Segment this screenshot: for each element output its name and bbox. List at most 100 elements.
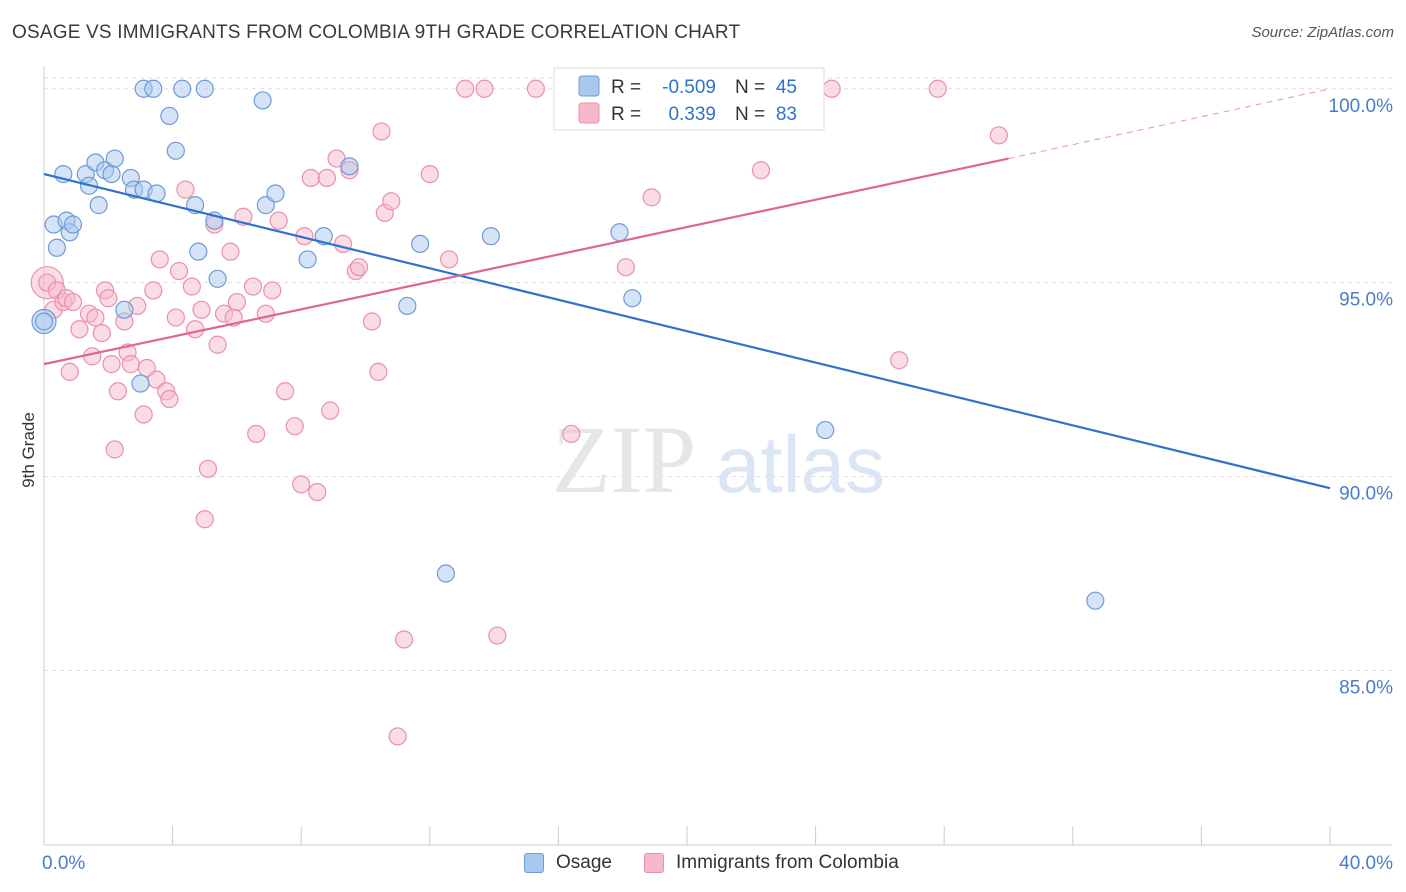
osage-point-40 [610, 223, 629, 242]
colombia-point-60 [349, 258, 369, 277]
legend-colombia-n-value: 83 [776, 104, 797, 125]
osage-point-35 [340, 157, 359, 176]
colombia-point-68 [420, 164, 439, 184]
colombia-point-34 [195, 510, 214, 529]
colombia-point-48 [276, 382, 295, 401]
colombia-point-33 [192, 300, 211, 319]
colombia-trend-extension [1008, 88, 1331, 160]
colombia-point-41 [227, 292, 246, 312]
osage-point-33 [298, 250, 317, 269]
colombia-point-45 [256, 304, 275, 323]
tick-labels: 85.0% 90.0% 95.0% 100.0% 0.0% 40.0% [42, 96, 1393, 874]
legend-osage-r-value: -0.509 [662, 77, 716, 98]
osage-point-31 [256, 196, 275, 215]
osage-point-37 [411, 234, 430, 254]
y-tick-label-2: 95.0% [1339, 290, 1393, 311]
colombia-point-49 [285, 417, 304, 436]
osage-point-42 [816, 420, 835, 440]
osage-point-22 [160, 106, 179, 126]
legend-osage-swatch [578, 75, 600, 97]
colombia-point-13 [99, 289, 118, 308]
colombia-point-74 [562, 424, 581, 444]
colombia-point-81 [890, 351, 909, 370]
legend-box: R = -0.509 N = 45 R = 0.339 N = 83 [553, 67, 825, 131]
osage-point-29 [208, 269, 227, 288]
watermark-atlas: atlas [716, 420, 885, 509]
colombia-point-72 [488, 626, 507, 645]
osage-point-13 [105, 149, 124, 168]
colombia-point-5 [60, 362, 79, 381]
legend-item-colombia: Immigrants from Colombia [644, 852, 899, 874]
y-tick-label-1: 90.0% [1339, 484, 1393, 505]
osage-point-26 [189, 242, 208, 261]
colombia-point-19 [121, 355, 140, 374]
colombia-point-57 [333, 234, 353, 254]
colombia-point-47 [269, 211, 288, 230]
legend-colombia-r-value: 0.339 [668, 104, 716, 125]
legend-osage-n-value: 45 [776, 77, 797, 98]
colombia-point-83 [989, 126, 1008, 145]
grid-lines [44, 77, 1392, 671]
colombia-point-61 [362, 312, 382, 331]
legend-osage-r-label: R = [611, 77, 641, 98]
colombia-point-6 [63, 292, 83, 312]
y-tick-label-0: 85.0% [1339, 677, 1393, 698]
colombia-point-55 [321, 401, 340, 420]
osage-point-36 [398, 296, 417, 316]
osage-point-41 [623, 289, 642, 308]
colombia-point-11 [92, 323, 111, 343]
colombia-point-29 [169, 261, 189, 281]
colombia-point-76 [616, 258, 636, 277]
colombia-point-16 [108, 382, 128, 401]
colombia-point-67 [394, 630, 414, 649]
x-tick-label-1: 40.0% [1339, 853, 1393, 874]
chart-title: OSAGE VS IMMIGRANTS FROM COLOMBIA 9TH GR… [12, 22, 741, 43]
trend-lines [43, 88, 1331, 490]
osage-point-39 [481, 227, 500, 246]
legend-colombia-r-label: R = [611, 104, 641, 125]
colombia-point-65 [382, 192, 401, 211]
osage-point-0 [34, 312, 54, 331]
colombia-point-71 [475, 79, 494, 98]
y-axis-label: 9th Grade [19, 412, 38, 488]
colombia-point-70 [456, 79, 475, 98]
axes [43, 66, 1392, 846]
osage-point-23 [166, 141, 185, 160]
colombia-point-80 [822, 79, 841, 98]
colombia-point-46 [263, 281, 282, 300]
colombia-point-35 [198, 459, 218, 478]
osage-point-20 [144, 79, 163, 98]
osage-point-6 [63, 215, 83, 234]
legend-colombia-label: Immigrants from Colombia [676, 852, 899, 873]
osage-point-30 [253, 91, 272, 110]
colombia-point-66 [388, 727, 407, 746]
colombia-trend-line [43, 157, 1009, 366]
colombia-point-82 [928, 79, 947, 98]
osage-point-24 [173, 79, 192, 98]
legend-bottom: Osage Immigrants from Colombia [0, 850, 1406, 880]
colombia-point-73 [526, 79, 545, 98]
colombia-point-14 [102, 355, 121, 374]
colombia-point-28 [166, 308, 185, 327]
source-label: Source: ZipAtlas.com [1251, 24, 1394, 41]
colombia-point-53 [308, 482, 327, 502]
colombia-point-37 [208, 335, 227, 354]
colombia-point-31 [182, 277, 201, 296]
legend-colombia-marker [644, 853, 664, 873]
y-tick-label-3: 100.0% [1329, 96, 1394, 117]
legend-osage-label: Osage [556, 852, 612, 873]
osage-point-27 [195, 79, 214, 98]
colombia-point-43 [243, 277, 263, 296]
colombia-point-21 [134, 405, 153, 424]
colombia-point-39 [221, 242, 240, 261]
legend-osage-n-label: N = [735, 77, 765, 98]
colombia-point-27 [160, 389, 179, 409]
colombia-point-54 [317, 168, 337, 188]
osage-point-38 [436, 564, 455, 583]
osage-point-43 [1086, 591, 1105, 610]
colombia-point-77 [642, 188, 661, 207]
osage-point-12 [102, 164, 121, 184]
x-tick-label-0: 0.0% [42, 853, 85, 874]
legend-colombia-n-label: N = [735, 104, 765, 125]
